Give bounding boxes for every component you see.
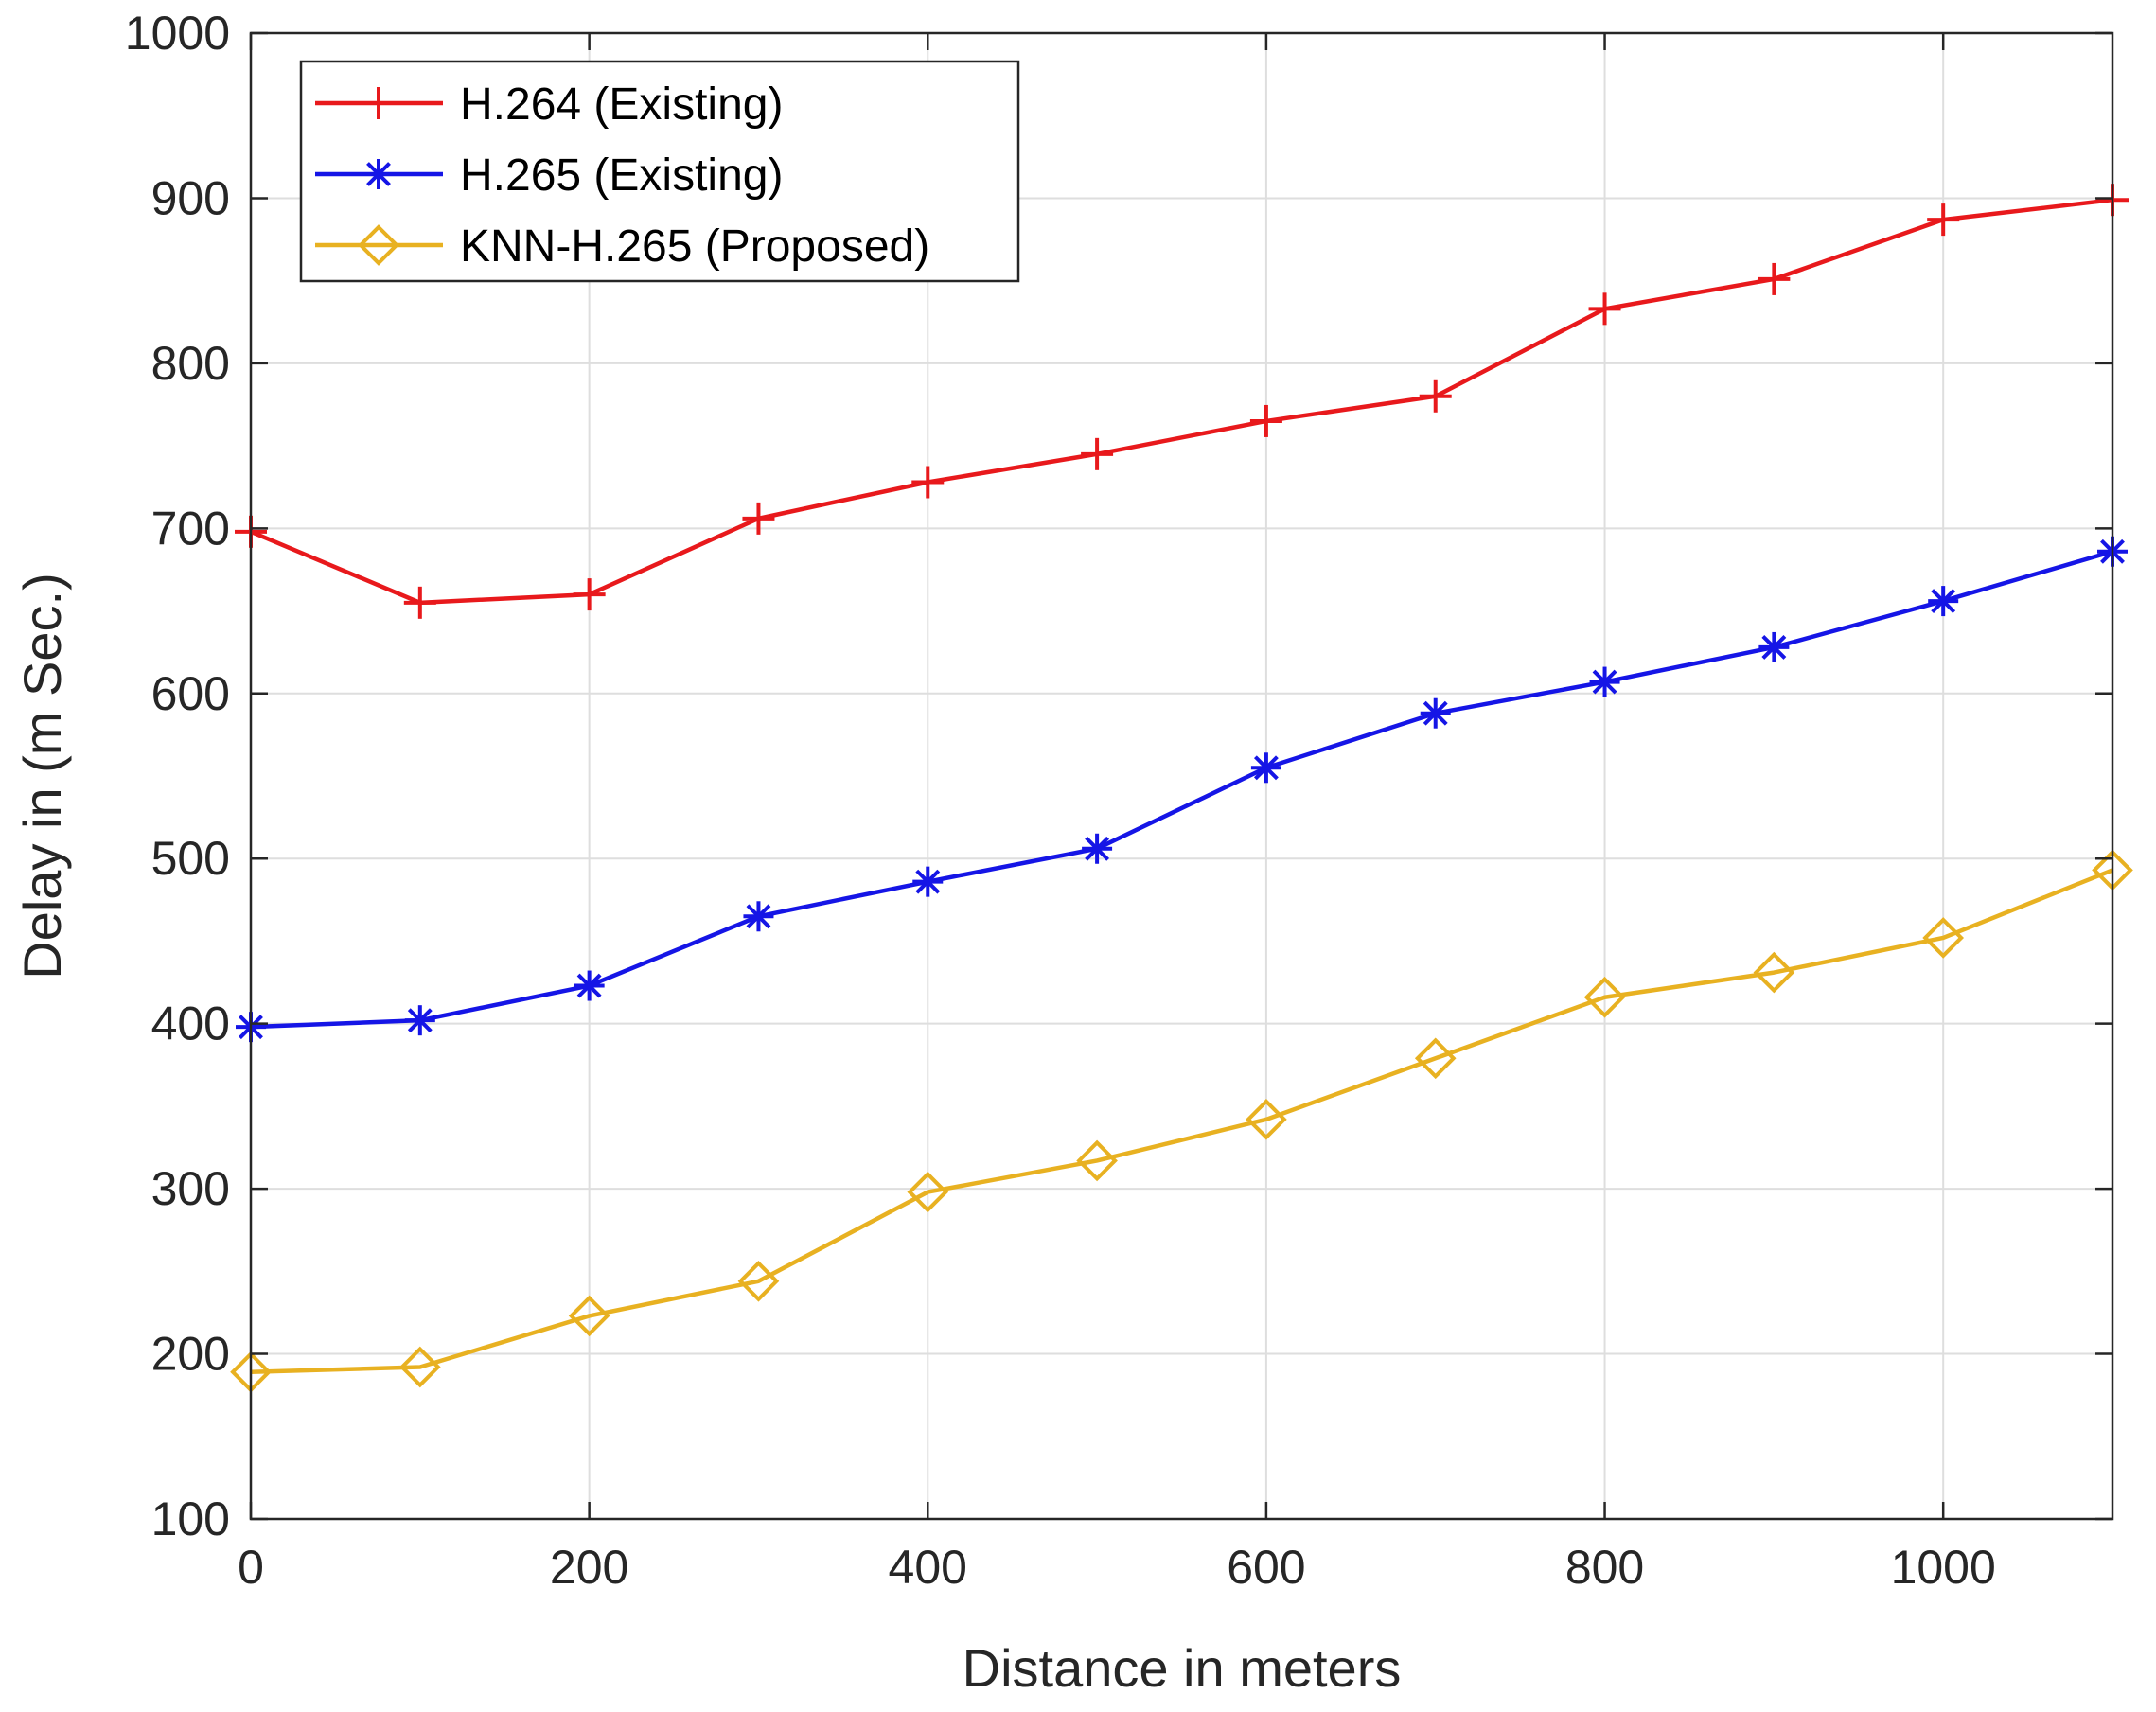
y-axis-title: Delay in (m Sec.) xyxy=(12,573,72,979)
data-point xyxy=(1249,404,1282,437)
data-point xyxy=(1076,1139,1118,1182)
series-line xyxy=(250,197,2113,606)
data-point xyxy=(1420,697,1451,729)
y-tick-label: 200 xyxy=(151,1328,230,1381)
data-point xyxy=(1583,976,1626,1018)
y-tick-label: 600 xyxy=(151,667,230,720)
data-point xyxy=(1082,833,1113,864)
legend-marker xyxy=(358,224,399,266)
y-tick-label: 100 xyxy=(151,1492,230,1545)
legend-label: H.264 (Existing) xyxy=(460,79,783,130)
data-point xyxy=(1250,752,1281,784)
legend-marker xyxy=(362,87,395,119)
axis-ticks xyxy=(249,31,2112,1521)
data-point xyxy=(1081,437,1114,470)
data-point xyxy=(911,466,945,499)
marker-stroke xyxy=(1085,836,1110,861)
marker-stroke xyxy=(1253,755,1279,781)
series-line xyxy=(250,549,2113,1030)
y-tick-label: 300 xyxy=(151,1162,230,1215)
marker-shape xyxy=(398,1346,441,1388)
marker-shape xyxy=(1414,1037,1457,1080)
data-point xyxy=(1928,586,1959,617)
data-point xyxy=(1588,292,1621,326)
data-point xyxy=(742,502,775,535)
data-point xyxy=(737,1260,780,1302)
series-2 xyxy=(236,536,2128,1043)
y-tick-label: 900 xyxy=(151,171,230,224)
x-axis-title: Distance in meters xyxy=(963,1638,1402,1698)
data-point xyxy=(1414,1037,1457,1080)
marker-shape xyxy=(1922,917,1965,959)
x-tick-label: 200 xyxy=(550,1541,628,1594)
marker-stroke xyxy=(746,904,771,929)
data-point xyxy=(1589,666,1620,697)
legend-label: KNN-H.265 (Proposed) xyxy=(460,221,929,272)
marker-shape xyxy=(1246,1099,1287,1140)
y-tick-label: 1000 xyxy=(125,7,230,60)
marker-shape xyxy=(1753,951,1795,994)
x-tick-labels: 0 200 400 600 800 1000 xyxy=(238,1541,1996,1594)
y-tick-label: 500 xyxy=(151,832,230,885)
data-point xyxy=(1753,951,1795,994)
marker-stroke xyxy=(366,162,391,186)
marker-shape xyxy=(1583,976,1626,1018)
y-tick-label: 400 xyxy=(151,997,230,1050)
y-tick-label: 700 xyxy=(151,502,230,555)
marker-stroke xyxy=(915,869,941,894)
legend-entry: H.265 (Existing) xyxy=(315,150,783,201)
data-point xyxy=(1419,379,1452,413)
x-tick-label: 600 xyxy=(1227,1541,1305,1594)
x-tick-label: 800 xyxy=(1565,1541,1644,1594)
y-tick-label: 800 xyxy=(151,337,230,390)
legend-entry: H.264 (Existing) xyxy=(315,79,783,130)
marker-stroke xyxy=(1423,700,1448,726)
marker-stroke xyxy=(407,1008,433,1033)
marker-shape xyxy=(1076,1139,1118,1182)
data-point xyxy=(403,586,436,619)
marker-stroke xyxy=(1592,669,1617,695)
marker-stroke xyxy=(1931,589,1956,614)
data-point xyxy=(398,1346,441,1388)
x-tick-label: 0 xyxy=(238,1541,264,1594)
marker-shape xyxy=(358,224,399,266)
marker-shape xyxy=(568,1295,610,1337)
marker-stroke xyxy=(1761,634,1787,660)
x-tick-label: 1000 xyxy=(1891,1541,1996,1594)
data-point xyxy=(907,1171,949,1213)
data-point xyxy=(912,866,944,897)
data-point xyxy=(743,901,774,932)
data-point xyxy=(1922,917,1965,959)
marker-shape xyxy=(907,1171,949,1213)
data-point xyxy=(568,1295,610,1337)
series-line xyxy=(250,868,2113,1374)
marker-stroke xyxy=(576,973,602,998)
data-point xyxy=(1758,262,1791,295)
plot-area-border xyxy=(249,31,2114,1521)
legend-label: H.265 (Existing) xyxy=(460,150,783,201)
y-tick-labels: 100 200 300 400 500 600 700 800 900 1000 xyxy=(125,7,230,1545)
series-layer xyxy=(230,184,2133,1393)
data-point xyxy=(1758,631,1790,662)
data-point xyxy=(573,578,606,611)
data-point xyxy=(1927,203,1960,237)
series-3 xyxy=(230,849,2133,1393)
data-point xyxy=(1246,1099,1287,1140)
data-point xyxy=(574,970,605,1001)
legend-marker xyxy=(363,159,394,189)
marker-shape xyxy=(737,1260,780,1302)
x-tick-label: 400 xyxy=(889,1541,967,1594)
legend-entry: KNN-H.265 (Proposed) xyxy=(315,221,929,272)
legend: H.264 (Existing) H.265 (Existing) KNN-H.26… xyxy=(299,60,1020,283)
data-point xyxy=(404,1005,435,1036)
